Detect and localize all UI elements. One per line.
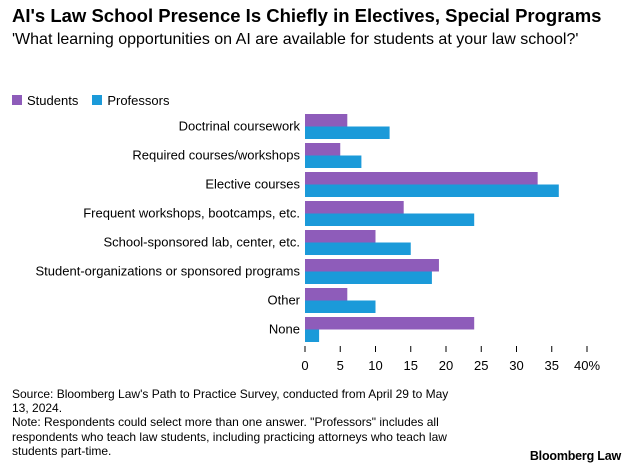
footer: Source: Bloomberg Law's Path to Practice… [12,387,462,458]
legend-swatch-students [12,95,22,105]
bar-students [305,201,404,214]
chart-title: AI's Law School Presence Is Chiefly in E… [12,5,602,26]
legend-label-students: Students [27,92,79,108]
respondent-note: Note: Respondents could select more than… [12,415,447,458]
x-tick-label: 5 [337,358,344,373]
bar-students [305,259,439,272]
bar-professors [305,271,432,284]
x-tick-label: 15 [404,358,418,373]
x-tick-label: 40% [574,358,600,373]
bar-professors [305,126,390,139]
bar-students [305,230,376,243]
x-tick-label: 25 [474,358,488,373]
legend-label-professors: Professors [107,92,170,108]
bar-professors [305,242,411,255]
category-label: Doctrinal coursework [179,119,301,134]
brand-logo: Bloomberg Law [529,449,621,463]
bar-students [305,143,341,156]
x-tick-label: 20 [439,358,453,373]
category-label: Frequent workshops, bootcamps, etc. [83,206,300,221]
category-label: None [269,322,300,337]
x-tick-label: 10 [368,358,382,373]
bar-professors [305,155,362,168]
legend-item-professors: Professors [92,93,169,108]
bar-students [305,114,348,127]
category-label: Required courses/workshops [132,148,300,163]
bar-chart: Doctrinal coursework Required courses/wor… [36,114,600,373]
x-tick-label: 0 [301,358,308,373]
legend: Students Professors [12,92,183,108]
bar-professors [305,184,559,197]
legend-item-students: Students [12,93,78,108]
category-label: Student-organizations or sponsored progr… [36,264,301,279]
legend-swatch-professors [92,95,103,105]
bar-students [305,172,538,185]
bar-professors [305,213,475,226]
bar-professors [305,300,376,313]
category-label: Other [267,293,300,308]
chart-subtitle: 'What learning opportunities on AI are a… [12,31,579,48]
x-tick-label: 35 [545,358,559,373]
category-label: Elective courses [205,177,300,192]
category-label: School-sponsored lab, center, etc. [103,235,300,250]
source-note: Source: Bloomberg Law's Path to Practice… [12,387,449,416]
bar-professors [305,329,320,342]
bar-students [305,317,475,330]
x-tick-label: 30 [509,358,523,373]
bar-students [305,288,348,301]
